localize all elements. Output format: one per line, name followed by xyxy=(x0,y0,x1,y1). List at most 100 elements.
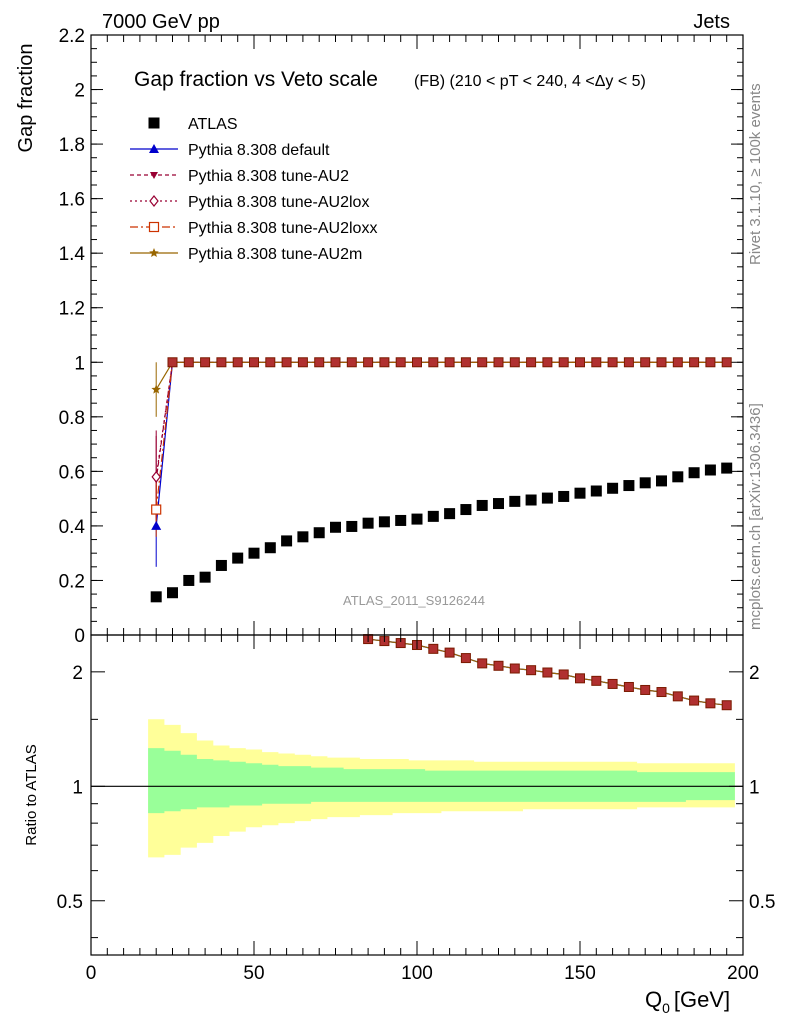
legend-atlas-marker xyxy=(148,117,160,129)
mc-plateau-marker xyxy=(395,357,406,368)
mc-plateau-marker xyxy=(363,357,374,368)
main-y-tick-label: 1.4 xyxy=(59,244,86,265)
main-y-tick-label: 0.4 xyxy=(59,517,86,538)
atlas-data-point xyxy=(167,587,178,599)
mc-plateau-marker xyxy=(297,357,308,368)
main-plot-data xyxy=(150,357,733,603)
header-process-label: Jets xyxy=(693,11,730,33)
ratio-marker xyxy=(591,675,602,686)
legend-label: Pythia 8.308 tune-AU2loxx xyxy=(188,220,377,237)
atlas-data-point xyxy=(183,574,195,586)
mc-plateau-marker xyxy=(281,357,292,368)
mc-plateau-marker xyxy=(509,357,520,368)
legend-marker xyxy=(149,144,159,153)
mc-plateau-marker xyxy=(428,357,439,368)
legend-label: Pythia 8.308 tune-AU2lox xyxy=(188,194,369,211)
atlas-data-point xyxy=(264,542,276,554)
mc-plateau-marker xyxy=(444,357,455,368)
series-lead-marker xyxy=(151,470,161,483)
mc-plateau-marker xyxy=(477,357,488,368)
atlas-data-point xyxy=(378,516,390,528)
x-tick-label: 0 xyxy=(86,963,97,984)
ratio-y-axis-label: Ratio to ATLAS xyxy=(23,744,40,845)
mc-plateau-marker xyxy=(558,357,569,368)
atlas-data-point xyxy=(704,464,716,476)
ratio-marker xyxy=(623,681,634,692)
atlas-data-point xyxy=(281,535,293,547)
main-y-tick-label: 1.6 xyxy=(59,190,85,211)
series-lead-marker xyxy=(151,384,161,394)
mc-plateau-marker xyxy=(183,357,194,368)
atlas-data-point xyxy=(362,517,374,529)
series-line xyxy=(155,361,727,480)
atlas-data-point xyxy=(248,547,260,559)
atlas-data-point xyxy=(427,510,439,522)
ratio-marker xyxy=(575,673,585,684)
x-tick-label: 200 xyxy=(727,963,759,984)
legend-label: Pythia 8.308 default xyxy=(188,142,330,159)
mc-plateau-marker xyxy=(607,357,618,368)
mc-plateau-marker xyxy=(200,357,211,368)
mc-plateau-marker xyxy=(575,357,585,368)
chart-title: Gap fraction vs Veto scale xyxy=(134,68,378,91)
ratio-marker xyxy=(460,653,471,664)
ratio-plot-data xyxy=(363,634,732,711)
ratio-marker xyxy=(558,669,569,680)
atlas-data-point xyxy=(525,494,537,506)
mc-plateau-marker xyxy=(542,357,553,368)
legend-label: Pythia 8.308 tune-AU2 xyxy=(188,168,349,185)
y-axis-label: Gap fraction xyxy=(15,44,37,153)
atlas-data-point xyxy=(607,482,619,494)
ratio-marker xyxy=(689,695,700,706)
ratio-marker xyxy=(705,698,716,709)
legend-marker xyxy=(148,221,160,233)
chart-subtitle: (FB) (210 < pT < 240, 4 <Δy < 5) xyxy=(414,73,646,90)
atlas-data-point xyxy=(558,490,570,502)
main-y-tick-label: 0 xyxy=(74,626,85,647)
atlas-data-point xyxy=(493,498,504,510)
ratio-marker xyxy=(526,665,537,676)
mc-plateau-marker xyxy=(412,357,422,368)
legend: ATLAS Pythia 8.308 default Pythia 8.308 tu… xyxy=(130,116,377,263)
mc-plateau-marker xyxy=(330,357,341,368)
mc-plateau-marker xyxy=(640,357,651,368)
atlas-data-point xyxy=(199,571,211,583)
mc-plateau-marker xyxy=(656,357,667,368)
legend-label: Pythia 8.308 tune-AU2m xyxy=(188,246,362,263)
ratio-y-tick-label: 2 xyxy=(72,663,83,684)
series-lead-marker xyxy=(151,520,162,530)
main-y-tick-label: 0.2 xyxy=(59,571,85,592)
atlas-data-point xyxy=(639,477,651,489)
atlas-data-point xyxy=(623,480,635,492)
mc-plateau-marker xyxy=(460,357,471,368)
mc-plateau-marker xyxy=(591,357,602,368)
mc-plateau-marker xyxy=(526,357,537,368)
legend-marker xyxy=(149,248,159,257)
atlas-data-point xyxy=(672,471,684,483)
main-y-tick-label: 1.2 xyxy=(59,299,85,320)
mc-plateau-marker xyxy=(314,357,325,368)
header-energy-label: 7000 GeV pp xyxy=(102,11,220,33)
atlas-data-point xyxy=(460,504,472,516)
main-y-tick-label: 2.2 xyxy=(59,26,85,47)
atlas-data-point xyxy=(330,521,341,533)
analysis-watermark: ATLAS_2011_S9126244 xyxy=(343,593,485,608)
series-line xyxy=(155,361,727,526)
atlas-data-point xyxy=(346,520,358,532)
atlas-data-point xyxy=(721,462,733,474)
mc-plateau-marker xyxy=(493,357,504,368)
atlas-data-point xyxy=(232,552,244,564)
ratio-y-tick-label-right: 2 xyxy=(749,663,760,684)
series-lead-marker xyxy=(151,504,162,515)
mc-plateau-marker xyxy=(705,357,716,368)
mc-plateau-marker xyxy=(167,357,178,368)
atlas-data-point xyxy=(509,495,521,507)
x-tick-label: 50 xyxy=(243,963,264,984)
atlas-data-point xyxy=(215,559,227,571)
main-x-axis-ticks xyxy=(90,35,744,635)
ratio-y-tick-label-right: 0.5 xyxy=(749,892,775,913)
mc-plateau-marker xyxy=(721,357,732,368)
ratio-y-tick-label-right: 1 xyxy=(749,777,760,798)
x-tick-label: 150 xyxy=(564,963,596,984)
